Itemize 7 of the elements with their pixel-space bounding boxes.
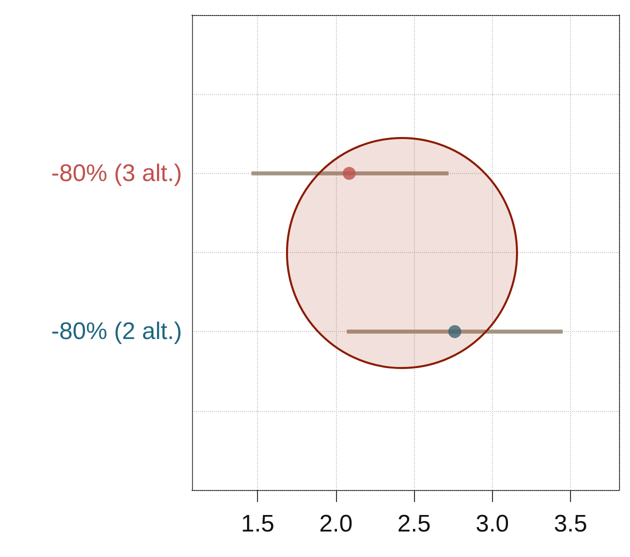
x-tick-label: 2.5 xyxy=(397,510,431,538)
y-tick-label: -80% (2 alt.) xyxy=(51,318,182,346)
y-tick-label: -80% (3 alt.) xyxy=(51,160,182,187)
x-tick-label: 3.0 xyxy=(476,510,509,538)
x-tick-label: 3.5 xyxy=(554,510,588,538)
x-tick-label: 2.0 xyxy=(319,510,353,538)
x-tick-label: 1.5 xyxy=(241,510,274,538)
